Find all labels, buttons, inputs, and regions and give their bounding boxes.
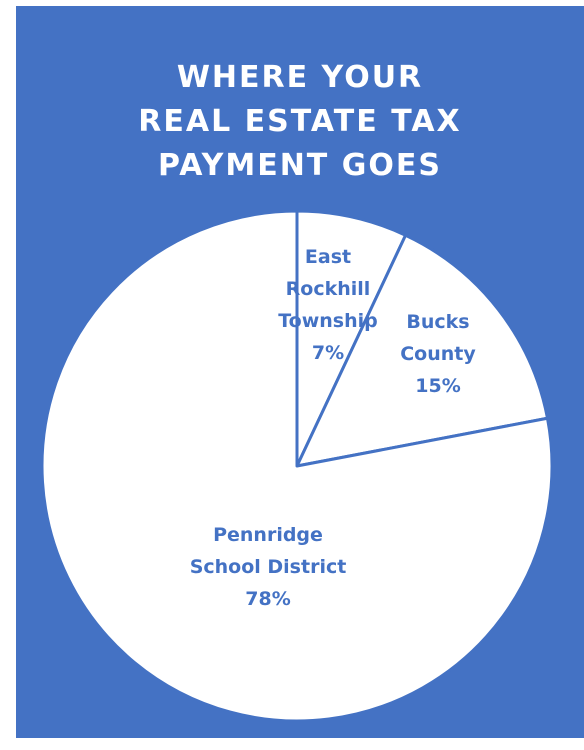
chart-title-line-2: REAL ESTATE TAX bbox=[138, 104, 462, 139]
slice-label-1: East Rockhill Township 7% bbox=[278, 246, 378, 364]
pie-slice-3 bbox=[40, 209, 554, 723]
slice-label-2: Bucks County 15% bbox=[400, 311, 476, 397]
chart-title: WHERE YOUR REAL ESTATE TAX PAYMENT GOES bbox=[16, 56, 584, 188]
chart-title-line-1: WHERE YOUR bbox=[176, 60, 424, 95]
pie-slices bbox=[40, 209, 554, 723]
pie-labels: East Rockhill Township 7% Bucks County 15% Penn… bbox=[190, 246, 477, 610]
slice-label-2-line-2: County bbox=[400, 343, 476, 365]
slice-label-1-line-4: 7% bbox=[312, 342, 344, 364]
slice-label-1-line-1: East bbox=[305, 246, 351, 268]
slice-label-3: Pennridge School District 78% bbox=[190, 524, 347, 610]
slice-label-3-line-3: 78% bbox=[245, 588, 290, 610]
slice-label-1-line-3: Township bbox=[278, 310, 378, 332]
slice-label-2-line-1: Bucks bbox=[406, 311, 469, 333]
pie-slice-2 bbox=[295, 233, 549, 468]
pie-slice-1 bbox=[295, 209, 408, 468]
slice-label-1-line-2: Rockhill bbox=[286, 278, 371, 300]
slice-label-2-line-3: 15% bbox=[415, 375, 460, 397]
slice-label-3-line-1: Pennridge bbox=[213, 524, 323, 546]
chart-title-line-3: PAYMENT GOES bbox=[158, 148, 442, 183]
slice-label-3-line-2: School District bbox=[190, 556, 347, 578]
